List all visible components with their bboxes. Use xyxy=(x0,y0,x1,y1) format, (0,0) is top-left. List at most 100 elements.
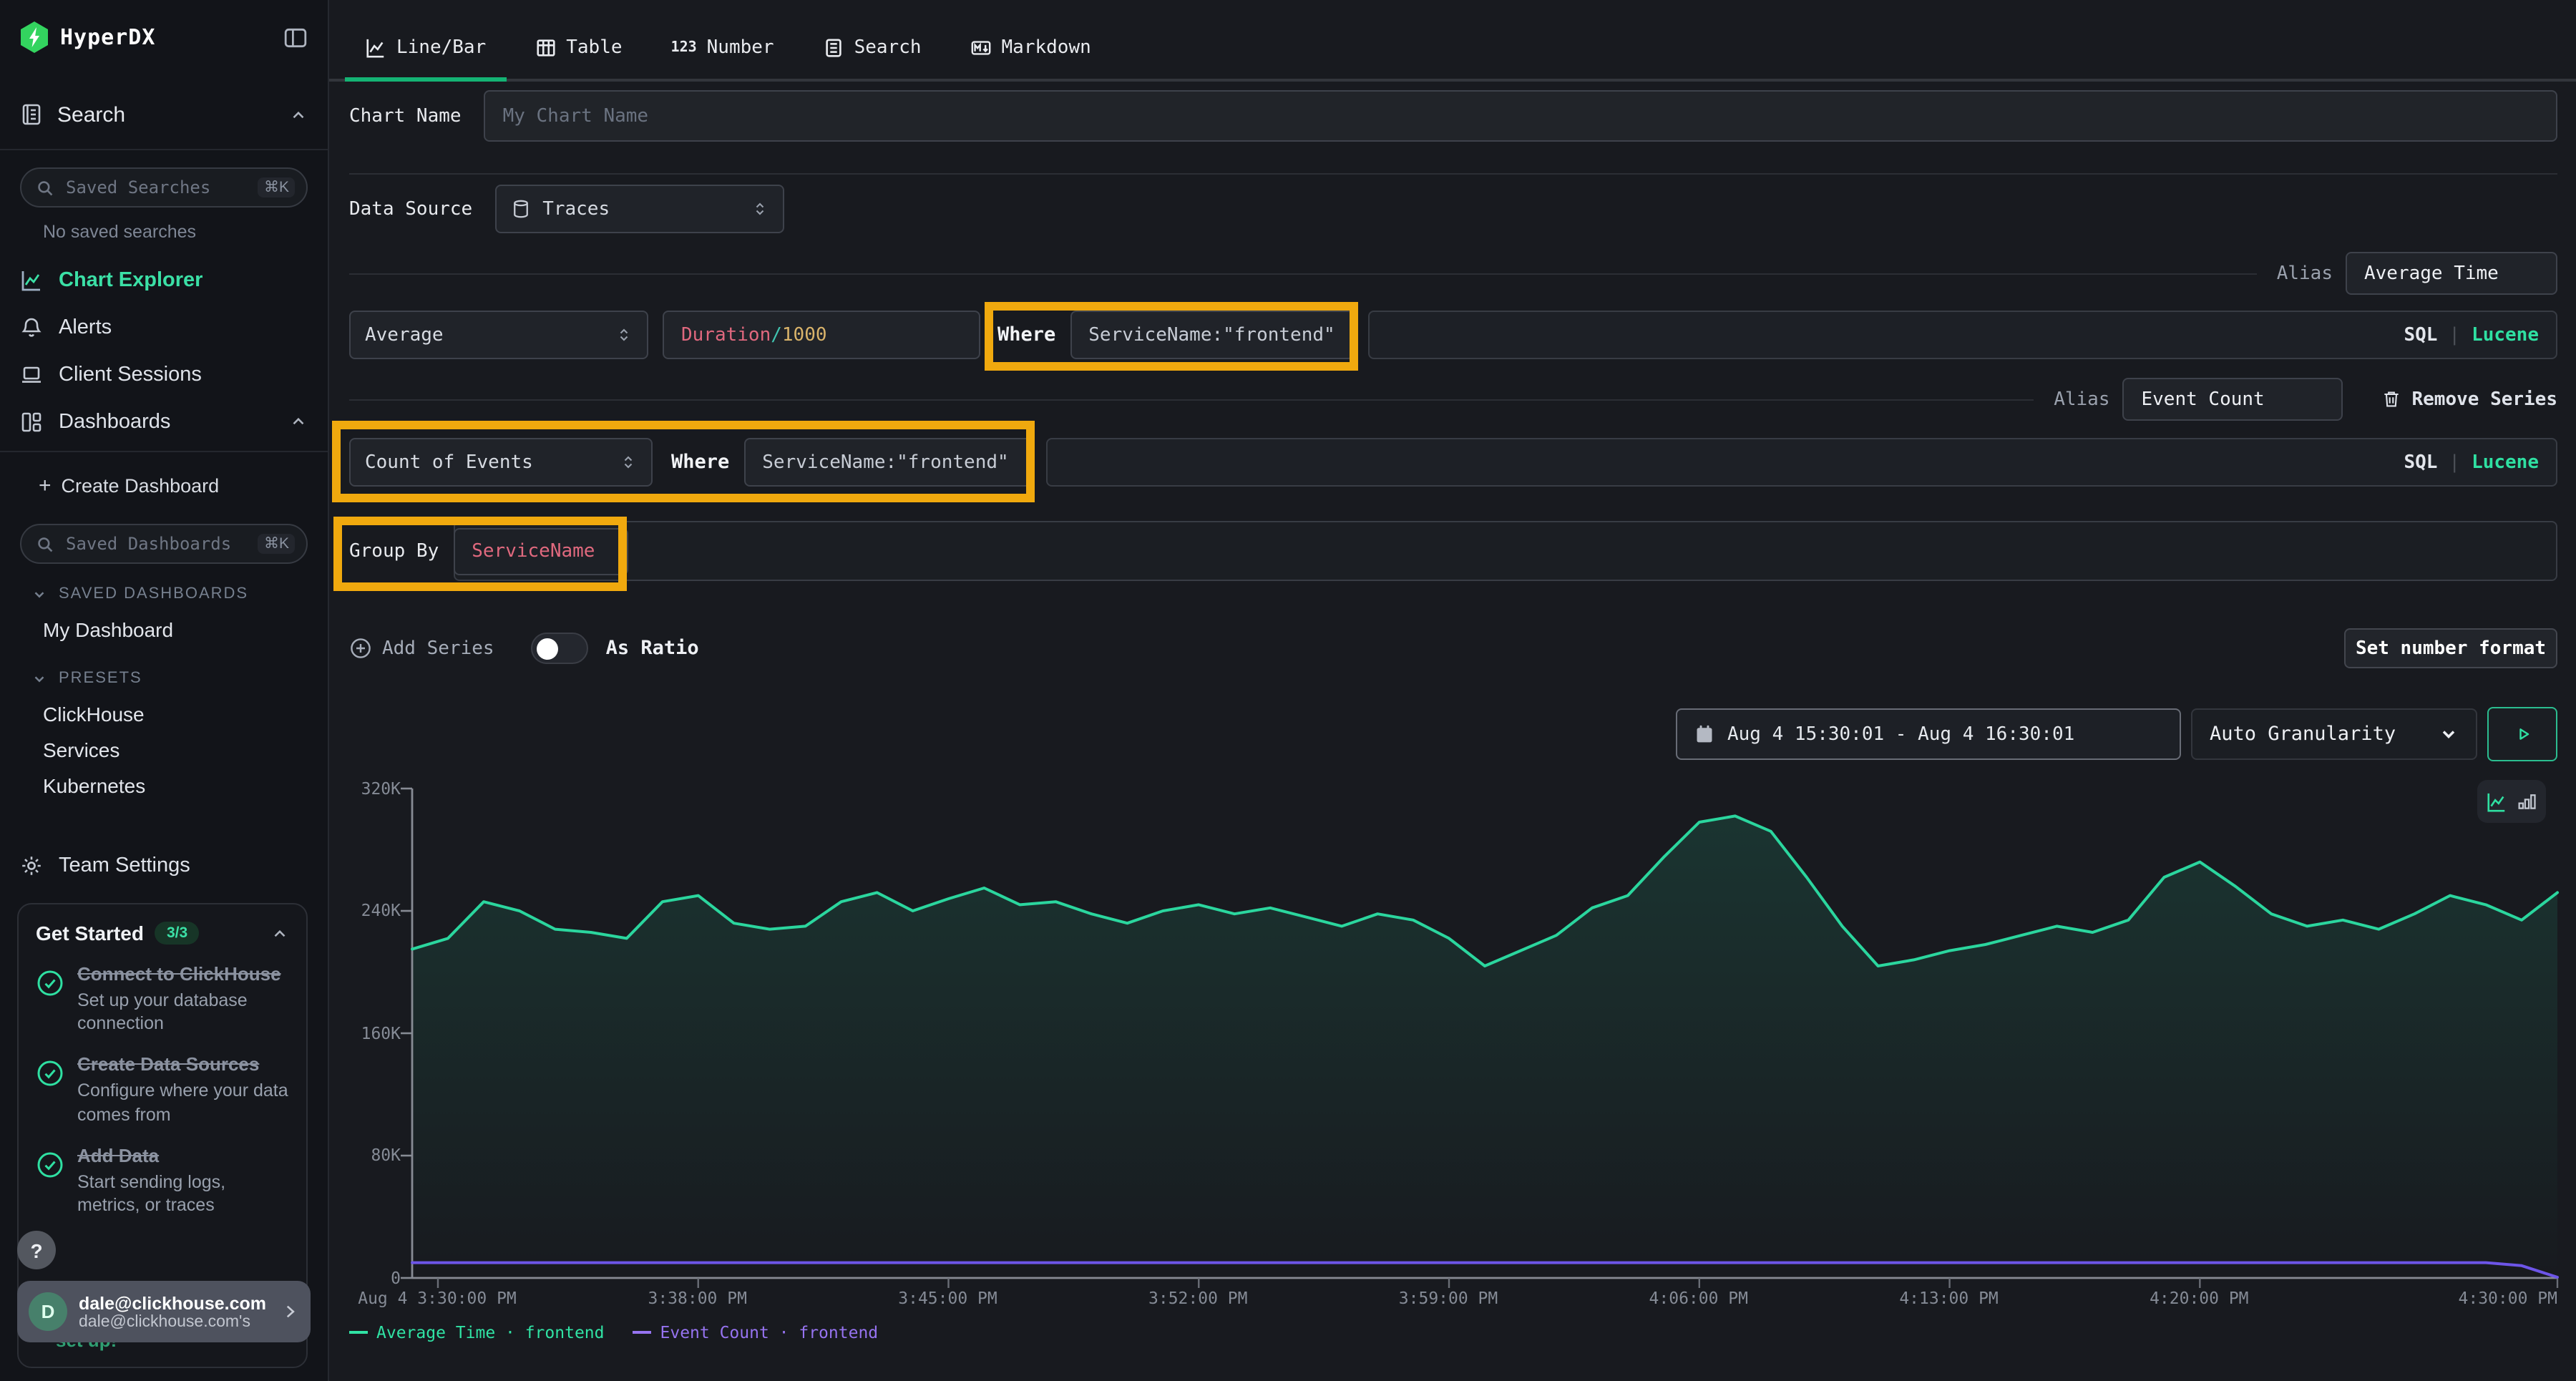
hyperdx-logo-icon xyxy=(21,21,48,53)
user-menu[interactable]: D dale@clickhouse.com dale@clickhouse.co… xyxy=(17,1281,311,1342)
granularity-select[interactable]: Auto Granularity xyxy=(2191,708,2477,760)
data-source-label: Data Source xyxy=(349,198,473,220)
chart-svg[interactable] xyxy=(397,785,2560,1303)
y-axis-tick-label: 0 xyxy=(391,1267,401,1287)
data-source-select[interactable]: Traces xyxy=(495,185,785,233)
sidebar-item-my-dashboard[interactable]: My Dashboard xyxy=(43,618,174,641)
series1-query-box[interactable]: SQL | Lucene xyxy=(1367,311,2557,359)
group-by-label: Group By xyxy=(349,540,439,562)
bar-chart-icon[interactable] xyxy=(2517,791,2537,811)
select-chevrons-icon xyxy=(756,202,764,215)
sidebar-item-alerts[interactable]: Alerts xyxy=(0,303,328,351)
series2-where-label: Where xyxy=(671,451,730,474)
x-axis-tick-label: 4:20:00 PM xyxy=(2150,1288,2249,1308)
sidebar-item-dashboards[interactable]: Dashboards xyxy=(0,398,328,445)
x-axis-tick-label: Aug 4 3:30:00 PM xyxy=(358,1288,517,1308)
get-started-title: Get Started xyxy=(36,922,144,945)
app-logo[interactable]: HyperDX xyxy=(20,21,155,53)
x-axis-tick-label: 3:59:00 PM xyxy=(1398,1288,1498,1308)
tab-search[interactable]: Search xyxy=(803,16,942,79)
run-query-button[interactable] xyxy=(2487,707,2557,761)
series2-aggregation-select[interactable]: Count of Events xyxy=(349,438,653,487)
get-started-step-connect[interactable]: Connect to ClickHouse Set up your databa… xyxy=(36,963,289,1035)
laptop-icon xyxy=(22,366,41,382)
chart-name-input[interactable]: My Chart Name xyxy=(484,90,2557,142)
series2-alias-input[interactable]: Event Count xyxy=(2122,378,2343,421)
line-chart-icon[interactable] xyxy=(2486,791,2507,812)
database-icon xyxy=(514,200,529,218)
help-button[interactable]: ? xyxy=(17,1231,56,1269)
get-started-step-add-data[interactable]: Add Data Start sending logs, metrics, or… xyxy=(36,1145,289,1217)
chevron-up-icon xyxy=(293,110,304,118)
alias-divider-line xyxy=(349,399,2034,400)
sidebar-item-team-settings[interactable]: Team Settings xyxy=(0,841,328,889)
as-ratio-label: As Ratio xyxy=(605,637,699,660)
sidebar-item-client-sessions[interactable]: Client Sessions xyxy=(0,351,328,398)
legend-item[interactable]: Average Time · frontend xyxy=(349,1322,605,1342)
sidebar-item-chart-explorer[interactable]: Chart Explorer xyxy=(0,256,328,303)
presets-group-header[interactable]: PRESETS xyxy=(0,660,328,697)
chevron-up-icon[interactable] xyxy=(270,924,289,942)
tab-table[interactable]: Table xyxy=(514,16,642,79)
series2-where-input[interactable]: ServiceName:"frontend" xyxy=(743,438,1032,487)
chevron-up-icon xyxy=(293,417,304,425)
sidebar-item-label: Alerts xyxy=(59,316,112,338)
main-panel: Line/Bar Table 123 Number Search Markdow… xyxy=(329,0,2576,1381)
series2-query-box[interactable]: SQL | Lucene xyxy=(1045,438,2557,487)
time-range-input[interactable]: Aug 4 15:30:01 - Aug 4 16:30:01 xyxy=(1676,708,2181,760)
sidebar-section-search[interactable]: Search xyxy=(0,92,328,137)
toggle-knob xyxy=(537,638,559,659)
tab-number[interactable]: 123 Number xyxy=(670,36,774,58)
alias-label: Alias xyxy=(2276,263,2333,284)
plus-circle-icon xyxy=(351,638,371,658)
saved-dashboards-group-header[interactable]: SAVED DASHBOARDS xyxy=(0,575,328,613)
alias-divider-line xyxy=(349,273,2257,274)
select-chevrons-icon xyxy=(620,328,628,341)
tab-markdown[interactable]: Markdown xyxy=(950,16,1111,79)
series1-sql-toggle[interactable]: SQL xyxy=(2404,324,2438,346)
legend-item[interactable]: Event Count · frontend xyxy=(633,1322,878,1342)
as-ratio-toggle[interactable] xyxy=(531,633,589,664)
saved-searches-input[interactable]: Saved Searches ⌘K xyxy=(20,167,308,208)
chart-display-toggle[interactable] xyxy=(2477,780,2546,823)
app-title: HyperDX xyxy=(60,24,156,50)
chart-type-tabs: Line/Bar Table 123 Number Search Markdow… xyxy=(329,0,2576,82)
remove-series-button[interactable]: Remove Series xyxy=(2382,389,2557,410)
sidebar-item-kubernetes[interactable]: Kubernetes xyxy=(43,774,146,797)
series2-lucene-toggle[interactable]: Lucene xyxy=(2472,452,2539,473)
chevron-down-icon xyxy=(34,675,44,682)
group-by-input[interactable]: ServiceName xyxy=(453,521,2557,581)
add-series-button[interactable]: Add Series xyxy=(349,637,494,660)
saved-dashboards-placeholder: Saved Dashboards xyxy=(66,534,232,554)
select-chevrons-icon xyxy=(624,456,633,469)
series1-where-input[interactable]: ServiceName:"frontend" xyxy=(1070,311,1354,359)
trash-icon xyxy=(2384,391,2399,407)
series1-where-label: Where xyxy=(997,323,1056,346)
series2-sql-toggle[interactable]: SQL xyxy=(2404,452,2438,473)
series1-lucene-toggle[interactable]: Lucene xyxy=(2472,324,2539,346)
dashboard-grid-icon xyxy=(21,411,42,431)
search-icon xyxy=(38,537,53,552)
sidebar-item-services[interactable]: Services xyxy=(43,738,120,761)
group-by-value[interactable]: ServiceName xyxy=(453,528,628,575)
tab-line-bar[interactable]: Line/Bar xyxy=(345,16,506,82)
series1-field-input[interactable]: Duration/1000 xyxy=(663,311,980,359)
x-axis-tick-label: 3:38:00 PM xyxy=(648,1288,747,1308)
create-dashboard-button[interactable]: + Create Dashboard xyxy=(39,473,220,497)
get-started-step-sources[interactable]: Create Data Sources Configure where your… xyxy=(36,1054,289,1126)
toggle-separator: | xyxy=(2449,324,2461,346)
calendar-icon xyxy=(1697,725,1712,743)
y-axis-tick-label: 320K xyxy=(361,778,401,798)
chart-name-label: Chart Name xyxy=(349,105,462,127)
check-circle-icon xyxy=(37,1061,63,1087)
gear-icon xyxy=(22,856,41,874)
series1-aggregation-select[interactable]: Average xyxy=(349,311,648,359)
sidebar-item-label: Dashboards xyxy=(59,410,171,433)
saved-dashboards-input[interactable]: Saved Dashboards ⌘K xyxy=(20,524,308,564)
sidebar-item-clickhouse[interactable]: ClickHouse xyxy=(43,703,145,726)
set-number-format-button[interactable]: Set number format xyxy=(2344,628,2557,668)
collapse-sidebar-icon[interactable] xyxy=(283,25,308,49)
shortcut-badge: ⌘K xyxy=(258,534,295,554)
series1-alias-input[interactable]: Average Time xyxy=(2346,252,2557,295)
